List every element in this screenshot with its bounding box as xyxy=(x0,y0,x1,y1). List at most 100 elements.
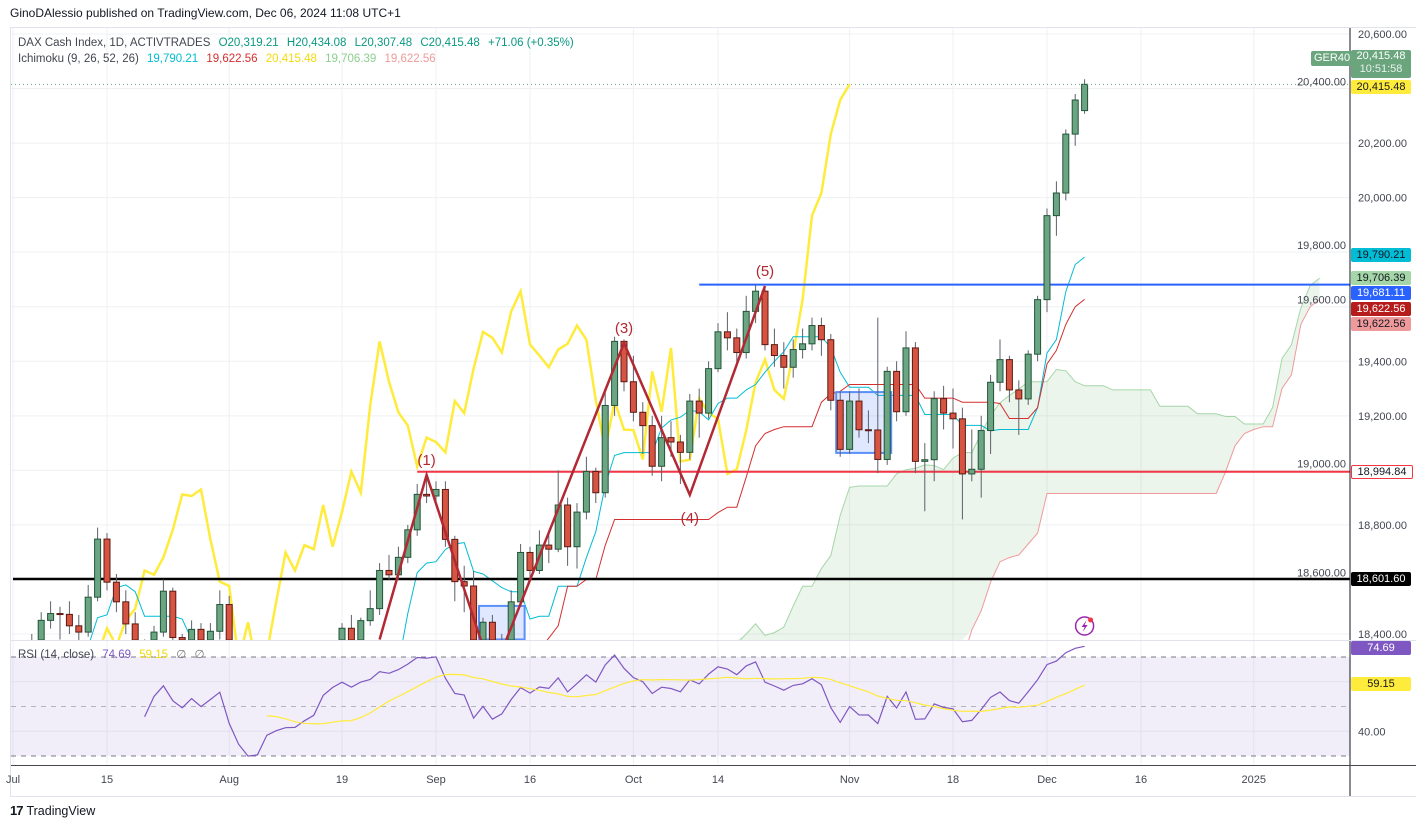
price-axis-label: 19,600.00 xyxy=(1297,295,1346,307)
candle-body xyxy=(517,551,525,603)
candle xyxy=(883,366,891,465)
candle-body xyxy=(188,628,196,640)
candle-body xyxy=(902,347,910,413)
candle xyxy=(611,336,619,416)
candle xyxy=(940,385,948,430)
candle xyxy=(855,388,863,438)
price-axis-label: 18,800.00 xyxy=(1358,520,1407,532)
candle xyxy=(770,328,778,367)
ohlc-close: C20,415.48 xyxy=(420,37,480,49)
candle xyxy=(639,402,647,454)
last-price-tag: 20,415.48 10:51:58 xyxy=(1351,50,1411,78)
candle xyxy=(1062,129,1070,201)
tradingview-logo-icon: 17 xyxy=(10,803,24,818)
ichimoku-cloud-segment xyxy=(943,458,953,640)
candle-body xyxy=(686,400,694,453)
chart-frame xyxy=(10,27,1416,797)
candle-body xyxy=(1071,99,1079,135)
candle-body xyxy=(37,619,45,640)
ichimoku-cloud-segment xyxy=(915,464,925,640)
candle-body xyxy=(65,613,73,627)
candle xyxy=(47,601,55,629)
candle-body xyxy=(159,590,167,633)
ichimoku-cloud-segment xyxy=(1084,385,1094,494)
candle-body xyxy=(629,381,637,413)
candle xyxy=(733,328,741,367)
candle xyxy=(376,563,384,615)
candle xyxy=(827,334,835,411)
ichimoku-label[interactable]: Ichimoku (9, 26, 52, 26) xyxy=(18,53,139,65)
price-tag: 19,622.56 xyxy=(1351,301,1411,316)
candle xyxy=(122,590,130,634)
ichimoku-cloud-segment xyxy=(1300,285,1311,325)
rsi-legend: RSI (14, close) 74.69 59.15 ∅ ∅ xyxy=(18,647,210,661)
ichimoku-cloud-segment xyxy=(1150,389,1160,494)
candle-body xyxy=(883,370,891,460)
candle xyxy=(357,617,365,640)
candle-body xyxy=(347,627,355,640)
candle-body xyxy=(1005,359,1013,391)
ichimoku-spanb-value: 19,622.56 xyxy=(384,53,436,65)
ichimoku-cloud-segment xyxy=(802,586,812,640)
candle-body xyxy=(1052,192,1060,217)
candle xyxy=(1015,380,1023,435)
price-pane[interactable]: (1) (3) (4) (5) xyxy=(11,79,1350,640)
candle xyxy=(56,606,64,640)
ichimoku-span-b xyxy=(968,299,1320,640)
ohlc-low: L20,307.48 xyxy=(354,37,413,49)
candle xyxy=(366,590,374,626)
rsi-label[interactable]: RSI (14, close) xyxy=(18,649,95,661)
ichimoku-cloud-segment xyxy=(896,469,906,640)
rsi-pane[interactable] xyxy=(11,645,1350,757)
candle xyxy=(780,342,788,389)
time-axis-label: 19 xyxy=(336,774,348,786)
bar-countdown: 10:51:58 xyxy=(1359,63,1403,75)
candle-body xyxy=(968,468,976,475)
candle xyxy=(930,391,938,482)
candle xyxy=(103,533,111,591)
candle-body xyxy=(770,344,778,357)
time-axis-label: Jul xyxy=(6,774,20,786)
candle-body xyxy=(338,627,346,640)
time-axis-label: 16 xyxy=(1135,774,1147,786)
candle-body xyxy=(225,604,233,640)
candle xyxy=(592,467,600,504)
price-axis-label: 18,600.00 xyxy=(1297,567,1346,579)
candle-body xyxy=(1062,133,1070,194)
axes: Jul 15 Aug 19 Sep 16 Oct 14 Nov 18 Dec 16 2025 20,600… xyxy=(6,28,1416,796)
candle xyxy=(836,391,844,457)
candle xyxy=(37,612,45,640)
candle xyxy=(75,614,83,640)
symbol-tag: GER40 xyxy=(1311,51,1354,66)
candle-body xyxy=(1081,83,1089,112)
candle xyxy=(150,625,158,640)
candle xyxy=(817,317,825,356)
price-tag: 19,790.21 xyxy=(1351,247,1411,262)
symbol-title[interactable]: DAX Cash Index, 1D, ACTIVTRADES xyxy=(18,37,211,49)
price-axis-label: 20,000.00 xyxy=(1358,193,1407,205)
candle-body xyxy=(799,343,807,351)
price-axis-label: 20,400.00 xyxy=(1297,77,1346,89)
candle xyxy=(893,361,901,422)
price-axis-label: 18,400.00 xyxy=(1358,629,1407,641)
candle-body xyxy=(423,493,431,497)
lightning-icon-bolt xyxy=(1081,620,1088,632)
candle xyxy=(216,590,224,640)
candle-body xyxy=(676,441,684,453)
candle xyxy=(987,374,995,454)
candle xyxy=(695,388,703,438)
ichimoku-cloud-segment xyxy=(1291,308,1301,375)
candle xyxy=(686,394,694,460)
candle xyxy=(582,456,590,520)
price-tag: 20,415.48 xyxy=(1351,80,1411,94)
ichimoku-kijun-value: 19,622.56 xyxy=(206,53,258,65)
price-tag: 74.69 xyxy=(1351,641,1411,655)
candle-body xyxy=(357,620,365,640)
rsi-value-4: ∅ xyxy=(194,649,205,661)
price-axis-label: 19,000.00 xyxy=(1297,458,1346,470)
ichimoku-cloud-segment xyxy=(1065,370,1076,494)
candle-body xyxy=(573,511,581,548)
ichimoku-cloud-segment xyxy=(849,486,859,640)
ichimoku-cloud-segment xyxy=(924,464,935,640)
